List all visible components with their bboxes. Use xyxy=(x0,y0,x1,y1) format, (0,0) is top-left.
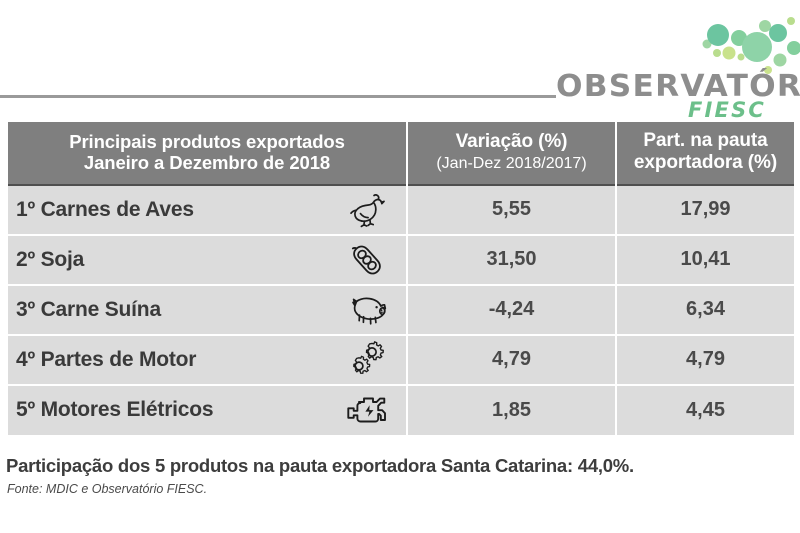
cell-share: 4,45 xyxy=(616,383,794,435)
fiesc-wordmark: FIESC xyxy=(688,98,767,122)
cell-product: 2º Soja xyxy=(8,233,408,285)
cell-share: 10,41 xyxy=(616,233,794,285)
table-body: 1º Carnes de Aves xyxy=(8,183,794,435)
table-header-row: Principais produtos exportados Janeiro a… xyxy=(8,122,794,185)
cell-variation: -4,24 xyxy=(407,283,617,335)
table-row: 3º Carne Suína xyxy=(8,283,794,335)
table-header: Principais produtos exportados Janeiro a… xyxy=(8,122,794,185)
cell-variation: 4,79 xyxy=(407,333,617,385)
cell-product: 5º Motores Elétricos xyxy=(8,383,408,435)
cell-product: 1º Carnes de Aves xyxy=(8,183,408,235)
export-products-table: Principais produtos exportados Janeiro a… xyxy=(8,122,794,435)
column-header-share-subtitle: exportadora (%) xyxy=(633,152,778,174)
export-products-table-container: Principais produtos exportados Janeiro a… xyxy=(8,122,794,435)
product-name: 3º Carne Suína xyxy=(16,297,161,321)
source-note: Fonte: MDIC e Observatório FIESC. xyxy=(7,482,208,496)
table-row: 4º Partes de Motor xyxy=(8,333,794,385)
column-header-share-title: Part. na pauta xyxy=(643,130,768,151)
cell-variation: 5,55 xyxy=(407,183,617,235)
cell-variation: 1,85 xyxy=(407,383,617,435)
observatorio-wordmark: OBSERVATÓRIO xyxy=(556,69,800,104)
table-row: 1º Carnes de Aves xyxy=(8,183,794,235)
table-row: 5º Motores Elétricos 1,85 4,45 xyxy=(8,383,794,435)
cell-product: 4º Partes de Motor xyxy=(8,333,408,385)
column-header-product-subtitle: Janeiro a Dezembro de 2018 xyxy=(83,152,331,174)
engine-icon xyxy=(344,390,390,430)
column-header-variation-title: Variação (%) xyxy=(455,131,568,153)
soybean-icon xyxy=(344,240,390,280)
column-header-product: Principais produtos exportados Janeiro a… xyxy=(8,122,408,185)
column-header-variation-subtitle: (Jan-Dez 2018/2017) xyxy=(436,154,587,172)
pig-icon xyxy=(344,290,390,330)
product-name: 1º Carnes de Aves xyxy=(16,197,194,221)
gears-icon xyxy=(344,340,390,380)
column-header-variation: Variação (%) (Jan-Dez 2018/2017) xyxy=(407,122,617,185)
product-name: 4º Partes de Motor xyxy=(16,347,197,371)
table-row: 2º Soja xyxy=(8,233,794,285)
cell-variation: 31,50 xyxy=(407,233,617,285)
cell-share: 4,79 xyxy=(616,333,794,385)
brand-header: OBSERVATÓRIO FIESC xyxy=(0,0,800,122)
column-header-share: Part. na pauta exportadora (%) xyxy=(616,122,794,185)
column-header-product-title: Principais produtos exportados xyxy=(69,130,345,152)
product-name: 5º Motores Elétricos xyxy=(16,398,214,422)
product-name: 2º Soja xyxy=(16,247,85,271)
cell-share: 17,99 xyxy=(616,183,794,235)
cell-share: 6,34 xyxy=(616,283,794,335)
cell-product: 3º Carne Suína xyxy=(8,283,408,335)
header-rule-divider xyxy=(0,95,556,98)
summary-note: Participação dos 5 produtos na pauta exp… xyxy=(6,455,634,476)
chicken-icon xyxy=(344,190,390,230)
fiesc-dots-logo-icon xyxy=(690,8,800,80)
